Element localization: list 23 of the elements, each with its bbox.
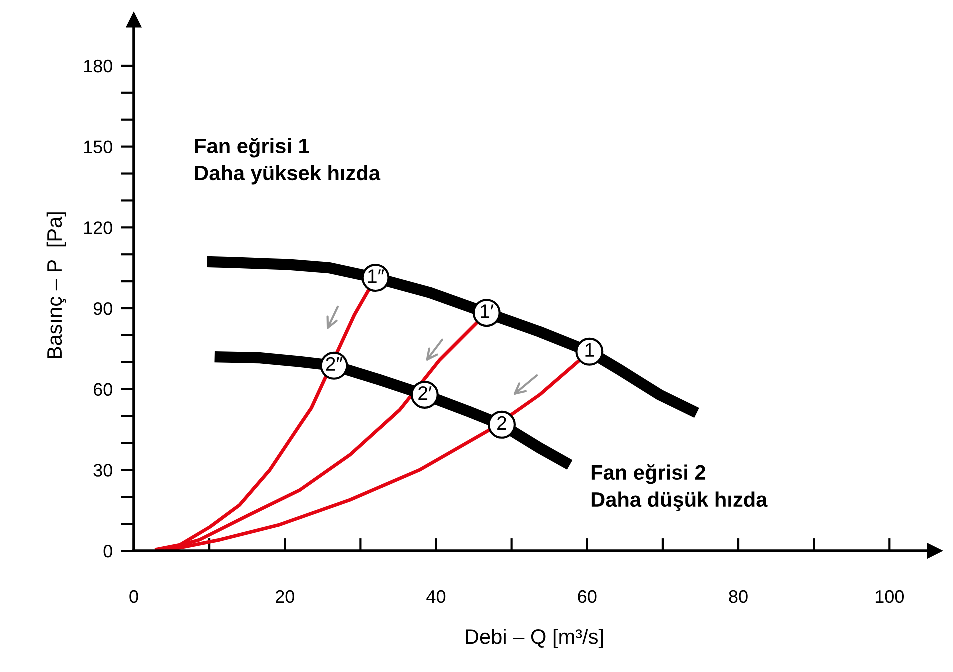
y-tick-label: 30 [94,464,112,477]
annotation: 2 [498,416,506,430]
annotation: 1′ [481,304,494,318]
x-tick-label: 60 [578,590,597,604]
annotation: 2′ [418,386,432,400]
annotation: 1″ [368,270,384,284]
annotation: Fan eğrisi 1 Daha yüksek hızda [195,138,381,185]
x-tick-label: 0 [130,590,138,604]
y-tick-label: 90 [94,302,112,316]
x-tick-label: 40 [426,590,446,604]
x-tick-label: 100 [876,590,904,604]
x-axis-title: Debi – Q [m³/s] [466,628,604,648]
x-tick-label: 80 [729,590,748,604]
annotation: 1 [586,344,594,357]
y-tick-label: 0 [104,544,112,558]
annotation: Fan eğrisi 2 Daha düşük hızda [592,464,768,512]
annotation: 2″ [326,357,343,371]
y-tick-label: 60 [94,383,112,396]
y-tick-label: 150 [84,140,112,154]
x-tick-label: 20 [276,590,294,604]
y-axis-title: Basınç – P [Pa] [46,212,66,358]
y-tick-label: 120 [84,222,112,234]
y-tick-label: 180 [84,60,112,73]
